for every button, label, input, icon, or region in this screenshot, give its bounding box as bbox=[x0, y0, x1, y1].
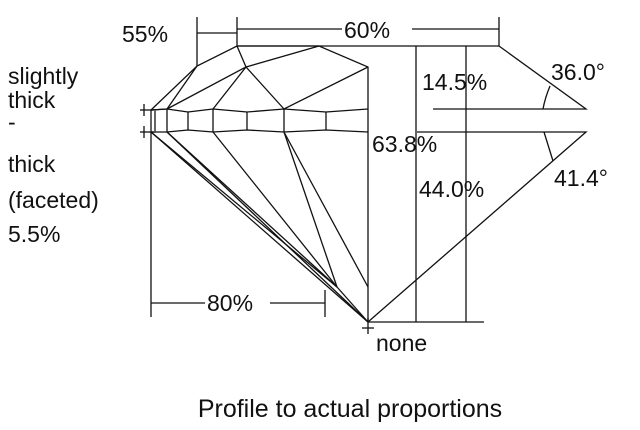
pavilion-facet bbox=[166, 131, 338, 288]
girdle-label: slightly thick - thick (faceted) 5.5% bbox=[8, 63, 99, 247]
svg-text:-: - bbox=[8, 109, 16, 135]
pavilion-facet bbox=[166, 131, 369, 323]
pavilion-facet bbox=[283, 131, 338, 288]
svg-text:(faceted): (faceted) bbox=[8, 187, 99, 213]
svg-text:thick: thick bbox=[8, 151, 56, 177]
svg-text:slightly: slightly bbox=[8, 63, 79, 89]
crown-angle-label: 36.0° bbox=[551, 59, 605, 85]
dimension-lines bbox=[150, 17, 500, 334]
pavilion-facet bbox=[150, 131, 338, 288]
crown-angle-triangle bbox=[433, 45, 589, 110]
girdle-top bbox=[150, 108, 369, 113]
svg-text:thick: thick bbox=[8, 87, 56, 113]
lower-half-label: 80% bbox=[207, 290, 253, 316]
crown-facet bbox=[212, 65, 369, 110]
angle-schematic bbox=[367, 45, 589, 323]
crown-angle-arc bbox=[542, 85, 551, 110]
pavilion-angle-label: 41.4° bbox=[554, 165, 608, 191]
pavilion-angle-triangle bbox=[367, 131, 588, 323]
caption: Profile to actual proportions bbox=[198, 395, 502, 423]
diamond-left-profile bbox=[140, 45, 369, 323]
pavilion-facet bbox=[283, 131, 369, 288]
crown-pct-label: 55% bbox=[122, 21, 168, 47]
labels: 55% 60% 14.5% 36.0° 63.8% 44.0% 41.4° 80… bbox=[8, 17, 608, 423]
pavilion-depth-label: 44.0% bbox=[419, 176, 484, 202]
table-pct-label: 60% bbox=[344, 17, 390, 43]
total-depth-label: 63.8% bbox=[372, 131, 437, 157]
crown-facet bbox=[166, 45, 247, 110]
crown-facet bbox=[245, 45, 320, 68]
girdle-bottom bbox=[151, 129, 369, 133]
pavilion-facet bbox=[150, 131, 369, 323]
culet-label: none bbox=[376, 330, 427, 356]
pavilion-facet bbox=[212, 131, 338, 288]
crown-height-label: 14.5% bbox=[422, 69, 487, 95]
svg-text:5.5%: 5.5% bbox=[8, 221, 60, 247]
pavilion-angle-arc bbox=[543, 131, 554, 162]
